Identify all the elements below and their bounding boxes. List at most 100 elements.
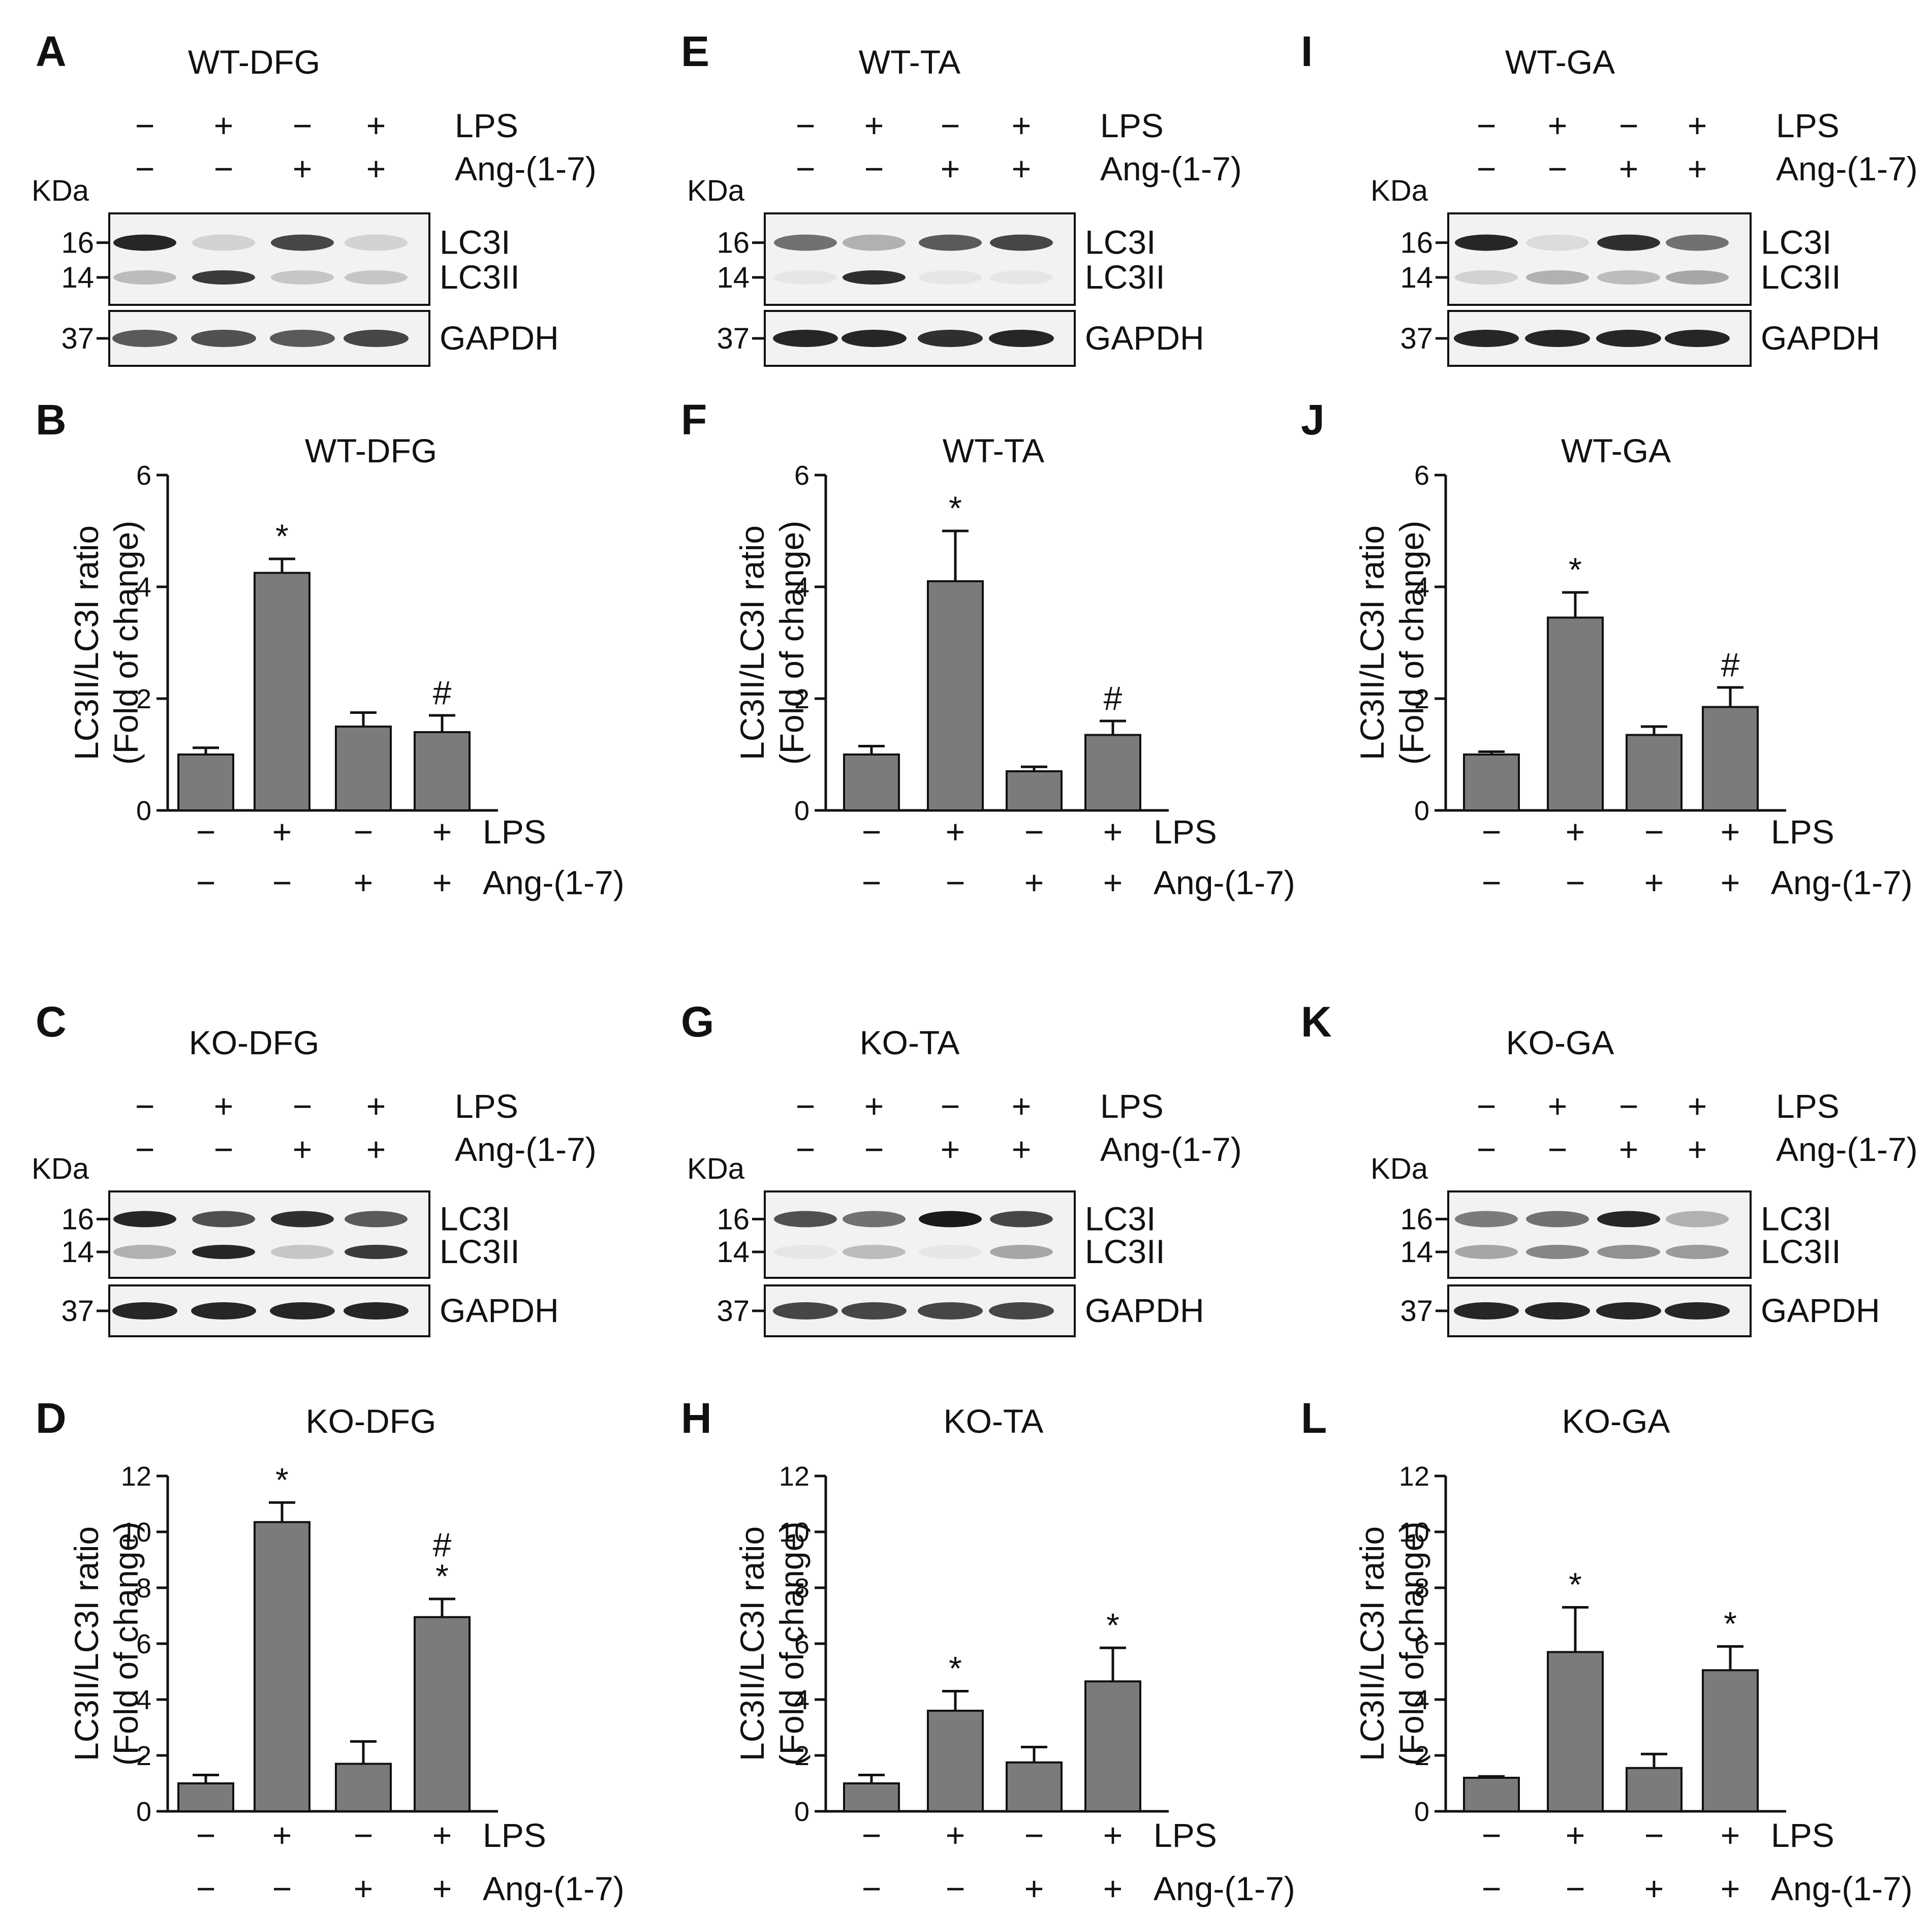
lps-sign: + bbox=[432, 1816, 452, 1854]
lc3i-label: LC3I bbox=[440, 224, 510, 261]
ang-sign: − bbox=[864, 1130, 884, 1168]
y-tick-label: 8 bbox=[1414, 1573, 1429, 1604]
lps-label: LPS bbox=[455, 1087, 518, 1125]
lps-sign: − bbox=[796, 1087, 816, 1125]
ang-sign: − bbox=[196, 864, 216, 901]
lc3i-band bbox=[774, 234, 837, 251]
gapdh-label: GAPDH bbox=[1761, 1292, 1880, 1329]
ang-label: Ang-(1-7) bbox=[1771, 864, 1913, 901]
ang-label: Ang-(1-7) bbox=[1100, 1130, 1242, 1168]
ang-label: Ang-(1-7) bbox=[1154, 1870, 1295, 1907]
gapdh-band bbox=[842, 1302, 907, 1319]
lps-sign: − bbox=[1482, 1816, 1502, 1854]
blot-title: KO-DFG bbox=[189, 1024, 320, 1061]
y-tick-label: 6 bbox=[136, 460, 151, 491]
lps-sign: + bbox=[432, 813, 452, 851]
y-tick-label: 2 bbox=[1414, 1741, 1429, 1771]
lc3i-band bbox=[271, 234, 334, 251]
bar bbox=[177, 753, 234, 811]
ang-sign: − bbox=[1548, 1130, 1568, 1168]
lc3i-band bbox=[843, 1211, 906, 1228]
chart-title: KO-DFG bbox=[306, 1402, 437, 1440]
ang-label: Ang-(1-7) bbox=[483, 864, 625, 901]
y-tick-label: 2 bbox=[794, 1741, 809, 1771]
y-tick-label: 0 bbox=[1414, 796, 1429, 826]
significance-star: * bbox=[435, 1557, 449, 1595]
lps-sign: − bbox=[1477, 107, 1497, 144]
lps-sign: − bbox=[293, 1087, 313, 1125]
lps-sign: − bbox=[135, 1087, 155, 1125]
y-tick-label: 4 bbox=[794, 1685, 809, 1715]
lps-sign: − bbox=[1644, 1816, 1664, 1854]
lps-label: LPS bbox=[1776, 107, 1840, 144]
lc3i-band bbox=[1666, 234, 1729, 251]
lc3i-band bbox=[345, 1211, 408, 1228]
bar bbox=[1006, 1761, 1063, 1812]
lps-sign: + bbox=[1566, 813, 1585, 851]
panel-letter: F bbox=[681, 396, 707, 444]
y-axis-label-line: (Fold of change) bbox=[1393, 1522, 1430, 1766]
gapdh-band bbox=[270, 330, 335, 347]
panel-letter: K bbox=[1301, 998, 1332, 1046]
lc3i-band bbox=[1526, 1211, 1589, 1228]
marker-37: 37 bbox=[1400, 322, 1433, 355]
lc3i-label: LC3I bbox=[1085, 1200, 1156, 1237]
y-tick-label: 2 bbox=[136, 684, 151, 714]
lc3-blot-frame bbox=[764, 1190, 1076, 1279]
lc3ii-band bbox=[192, 1245, 255, 1259]
lc3i-band bbox=[990, 234, 1053, 251]
ang-sign: + bbox=[293, 150, 313, 187]
lps-sign: + bbox=[1103, 813, 1123, 851]
lc3ii-band bbox=[919, 1245, 982, 1259]
ang-sign: + bbox=[366, 150, 386, 187]
lps-sign: + bbox=[1548, 1087, 1568, 1125]
lps-sign: − bbox=[796, 107, 816, 144]
lps-sign: + bbox=[1566, 1816, 1585, 1854]
lc3ii-band bbox=[843, 1245, 906, 1259]
lps-sign: + bbox=[366, 1087, 386, 1125]
lc3ii-band bbox=[990, 270, 1053, 285]
lc3i-band bbox=[113, 234, 176, 251]
lc3ii-label: LC3II bbox=[1085, 258, 1165, 296]
marker-16: 16 bbox=[716, 1203, 750, 1236]
lc3ii-band bbox=[1597, 1245, 1660, 1259]
lps-label: LPS bbox=[1100, 107, 1164, 144]
lps-sign: + bbox=[1548, 107, 1568, 144]
lps-sign: + bbox=[1012, 1087, 1032, 1125]
y-tick-label: 10 bbox=[1399, 1517, 1429, 1548]
ang-sign: + bbox=[1103, 864, 1123, 901]
lps-sign: − bbox=[1619, 1087, 1639, 1125]
ang-sign: − bbox=[1482, 1870, 1502, 1907]
lps-sign: + bbox=[864, 107, 884, 144]
lc3i-band bbox=[774, 1211, 837, 1228]
ang-sign: − bbox=[214, 150, 234, 187]
y-tick-label: 4 bbox=[136, 572, 151, 603]
gapdh-band bbox=[191, 330, 256, 347]
lps-sign: + bbox=[864, 1087, 884, 1125]
lps-sign: + bbox=[1103, 1816, 1123, 1854]
lc3i-band bbox=[345, 234, 408, 251]
marker-37: 37 bbox=[716, 322, 750, 355]
ang-sign: + bbox=[293, 1130, 313, 1168]
lps-sign: − bbox=[941, 1087, 960, 1125]
lc3i-band bbox=[271, 1211, 334, 1228]
lc3i-label: LC3I bbox=[1085, 224, 1156, 261]
gapdh-band bbox=[344, 1302, 409, 1319]
ang-sign: + bbox=[1024, 1870, 1044, 1907]
kda-label: KDa bbox=[32, 1152, 89, 1185]
y-axis-label: LC3II/LC3I ratio(Fold of change) bbox=[1353, 521, 1430, 765]
gapdh-band bbox=[918, 330, 983, 347]
lc3i-band bbox=[990, 1211, 1053, 1228]
ang-sign: − bbox=[272, 1870, 292, 1907]
lps-sign: + bbox=[946, 813, 965, 851]
marker-14: 14 bbox=[61, 1236, 94, 1269]
ang-label: Ang-(1-7) bbox=[1776, 1130, 1918, 1168]
chart-panel-d: D KO-DFG LC3II/LC3I ratio(Fold of change) 0… bbox=[36, 1394, 625, 1907]
gapdh-label: GAPDH bbox=[440, 319, 559, 357]
y-tick-label: 0 bbox=[794, 796, 809, 826]
lc3i-band bbox=[192, 234, 255, 251]
lps-label: LPS bbox=[1154, 1816, 1217, 1854]
bar bbox=[843, 1782, 900, 1812]
